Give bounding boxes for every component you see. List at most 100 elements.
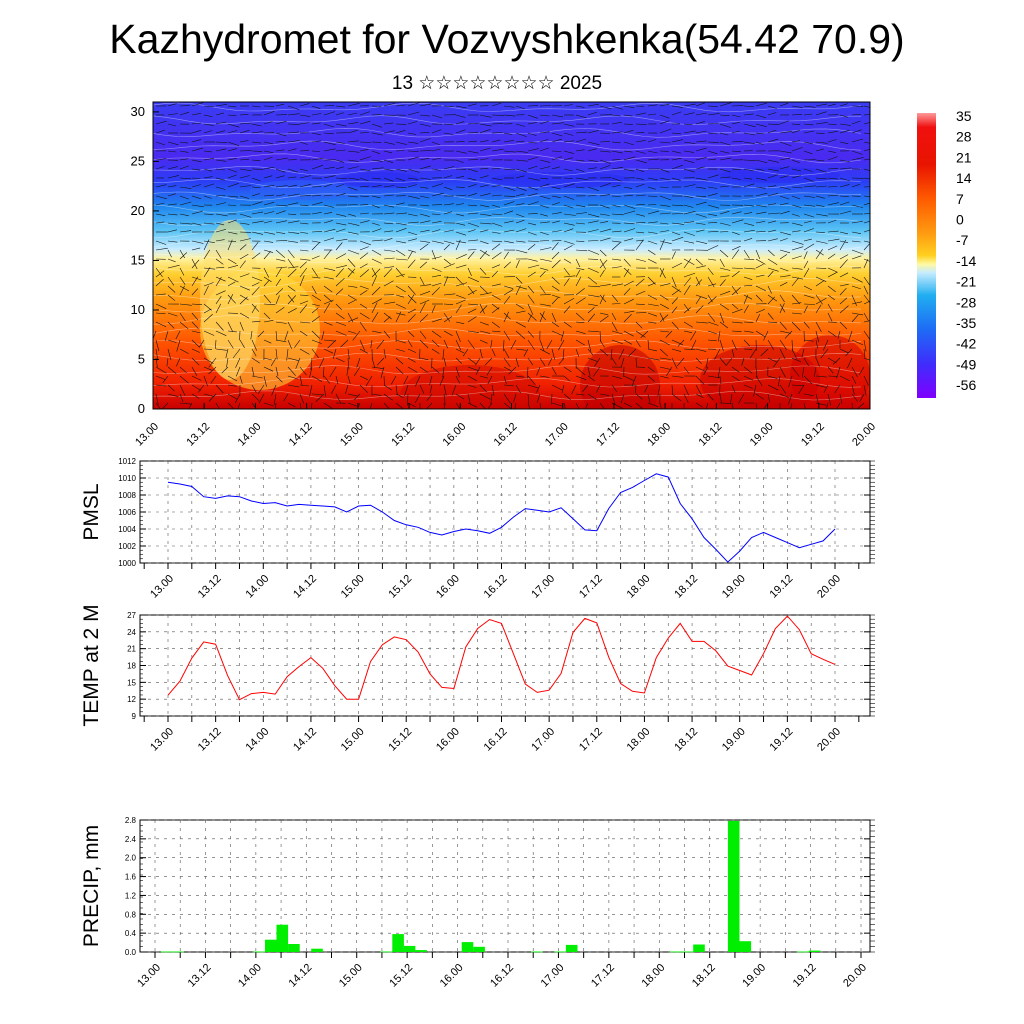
wind-vector-1458	[371, 312, 379, 323]
wind-vector-1479	[623, 313, 632, 323]
wind-vector-1359	[623, 298, 634, 305]
x-tick-label: 14.00	[236, 421, 264, 449]
wind-vector-46	[707, 105, 718, 107]
wind-vector-896	[827, 230, 839, 233]
wind-vector-507	[479, 175, 489, 179]
wind-vector-905	[215, 239, 225, 242]
wind-vector-790	[275, 220, 287, 224]
wind-vector-799	[383, 222, 394, 225]
wind-vector-825	[695, 222, 706, 225]
wind-vector-1794	[801, 366, 805, 378]
wind-vector-703	[671, 204, 684, 207]
wind-vector-873	[551, 230, 562, 233]
wind-vector-213	[551, 132, 563, 137]
wind-vector-1408	[491, 307, 500, 314]
wind-vector-273	[551, 138, 562, 143]
wind-vector-1688	[251, 357, 260, 364]
wind-vector-801	[407, 221, 419, 224]
wind-vector-376	[347, 159, 359, 162]
wind-vector-928	[491, 240, 503, 243]
wind-vector-515	[575, 177, 588, 180]
wind-vector-1220	[395, 285, 406, 293]
x-tick-label: 16.12	[492, 421, 520, 449]
wind-vector-1851	[767, 375, 778, 379]
wind-vector-1008	[731, 246, 741, 251]
wind-vector-1501	[164, 330, 169, 341]
wind-vector-1300	[635, 290, 646, 296]
wind-vector-1317	[839, 287, 847, 296]
y-tick-label: 1012	[118, 457, 136, 466]
wind-vector-1653	[551, 348, 555, 360]
wind-vector-1522	[419, 330, 427, 339]
wind-vector-1075	[815, 249, 823, 260]
wind-vector-1668	[731, 348, 735, 358]
wind-vector-1210	[275, 278, 281, 287]
wind-vector-986	[467, 249, 477, 251]
wind-vector-1066	[707, 258, 716, 261]
wind-vector-485	[215, 177, 225, 181]
wind-vector-984	[443, 244, 450, 251]
wind-vector-1118	[611, 266, 622, 269]
wind-vector-110	[755, 114, 766, 119]
wind-vector-1530	[515, 330, 526, 340]
wind-vector-1684	[203, 357, 214, 364]
wind-vector-1231	[527, 285, 535, 294]
wind-vector-451	[527, 165, 538, 170]
wind-vector-983	[431, 249, 436, 260]
x-tick-label: 14.12	[287, 421, 315, 449]
wind-vector-1743	[191, 366, 198, 376]
wind-vector-685	[455, 203, 464, 206]
wind-vector-162	[659, 120, 670, 125]
wind-vector-699	[623, 204, 636, 209]
y-tick-label: 1000	[118, 559, 136, 568]
wind-vector-1173	[551, 276, 560, 285]
wind-vector-1573	[311, 339, 322, 344]
x-tick-label: 15.12	[386, 726, 414, 754]
y-axis-title: PMSL	[80, 483, 103, 540]
wind-vector-104	[683, 112, 695, 116]
wind-vector-1908	[731, 384, 736, 394]
wind-vector-1346	[467, 303, 479, 306]
wind-vector-1156	[347, 268, 356, 278]
wind-vector-713	[791, 204, 802, 208]
wind-vector-849	[263, 231, 275, 235]
wind-vector-1379	[863, 300, 870, 305]
wind-vector-409	[743, 159, 756, 161]
wind-vector-295	[815, 141, 828, 144]
wind-vector-167	[719, 123, 731, 128]
colorbar-label: 0	[956, 212, 964, 228]
wind-vector-416	[827, 156, 838, 161]
precip-bar-33	[531, 951, 543, 953]
x-tick-label: 18.00	[625, 573, 653, 601]
wind-vector-1409	[503, 312, 511, 320]
wind-vector-343	[671, 150, 681, 154]
wind-vector-1052	[539, 258, 552, 262]
wind-vector-501	[407, 177, 419, 180]
x-tick-label: 15.00	[339, 573, 367, 601]
wind-vector-1911	[767, 384, 779, 391]
wind-vector-1774	[563, 366, 572, 373]
wind-vector-347	[719, 150, 730, 154]
wind-vector-153	[551, 122, 564, 125]
wind-vector-262	[419, 138, 431, 143]
wind-vector-656	[827, 194, 839, 197]
wind-vector-1217	[359, 285, 369, 290]
wind-vector-901	[167, 240, 178, 243]
wind-vector-227	[719, 132, 729, 136]
wind-vector-1752	[299, 366, 307, 376]
wind-vector-1628	[251, 348, 257, 357]
wind-vector-541	[167, 185, 177, 188]
wind-vector-775	[815, 213, 828, 217]
wind-vector-1535	[575, 330, 586, 334]
wind-vector-1758	[371, 366, 384, 369]
wind-vector-1527	[479, 330, 491, 334]
wind-vector-2021	[647, 402, 659, 407]
wind-vector-1903	[671, 384, 673, 395]
wind-vector-570	[515, 186, 527, 191]
wind-vector-1152	[299, 267, 308, 278]
wind-vector-926	[467, 239, 479, 242]
x-tick-label: 15.12	[386, 573, 414, 601]
wind-vector-630	[515, 193, 525, 197]
wind-vector-1699	[376, 357, 385, 366]
wind-vector-2038	[851, 402, 853, 409]
